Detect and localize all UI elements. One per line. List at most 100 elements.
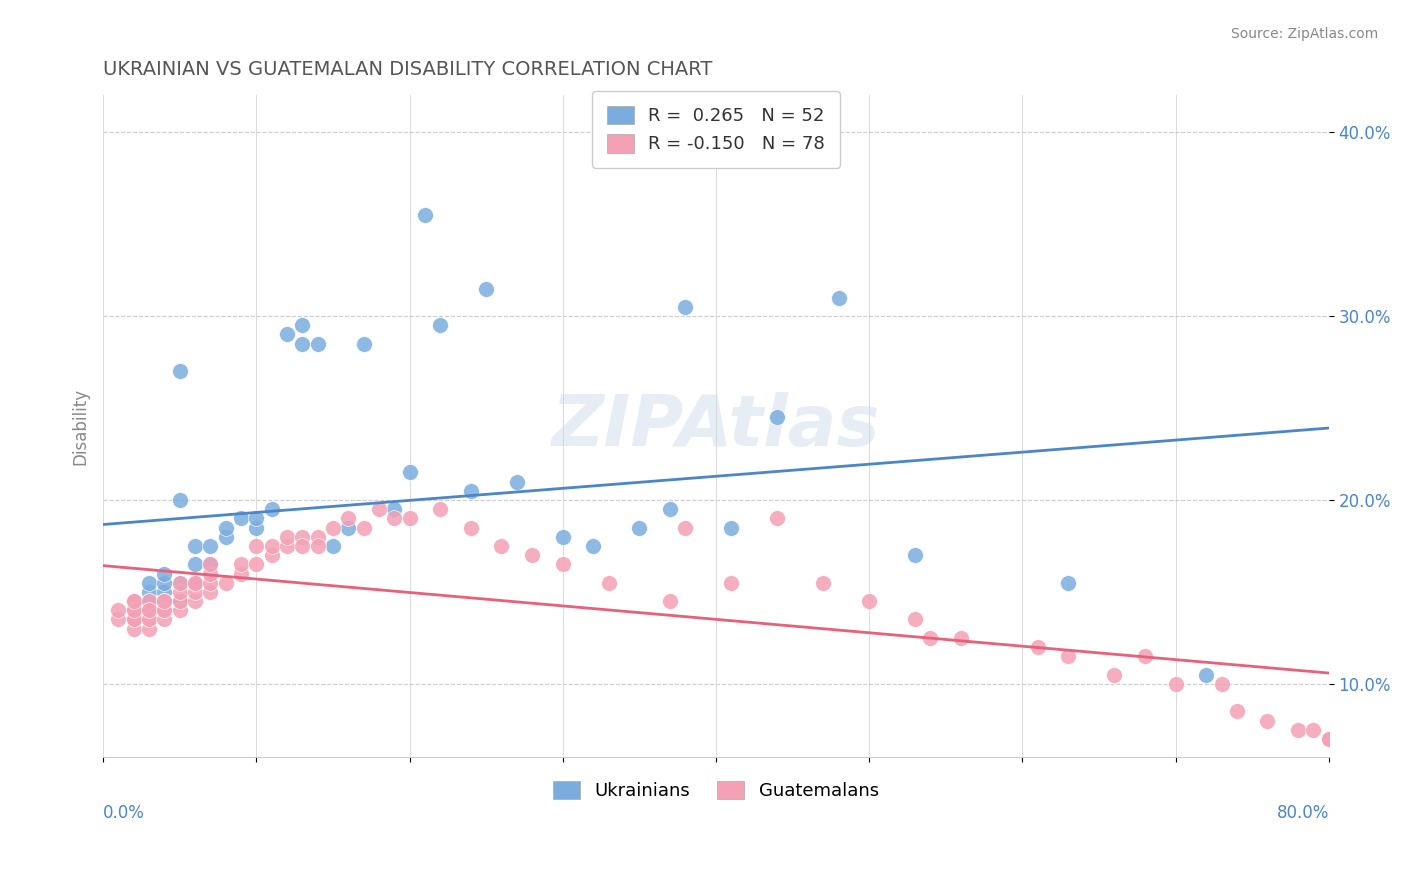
Point: [475, 281, 498, 295]
Point: [200, 585, 222, 599]
Y-axis label: Disability: Disability: [72, 388, 89, 465]
Point: [659, 594, 682, 608]
Point: [673, 520, 696, 534]
Point: [1104, 667, 1126, 681]
Point: [353, 336, 375, 351]
Point: [353, 520, 375, 534]
Point: [398, 511, 420, 525]
Point: [598, 575, 620, 590]
Point: [169, 594, 191, 608]
Point: [229, 558, 252, 572]
Point: [229, 566, 252, 581]
Point: [1317, 731, 1340, 746]
Point: [245, 511, 267, 525]
Point: [138, 612, 160, 626]
Point: [460, 483, 482, 498]
Point: [337, 511, 360, 525]
Text: Source: ZipAtlas.com: Source: ZipAtlas.com: [1230, 27, 1378, 41]
Point: [229, 511, 252, 525]
Point: [122, 594, 145, 608]
Point: [766, 511, 789, 525]
Point: [260, 502, 283, 516]
Text: UKRAINIAN VS GUATEMALAN DISABILITY CORRELATION CHART: UKRAINIAN VS GUATEMALAN DISABILITY CORRE…: [103, 60, 713, 78]
Point: [153, 612, 176, 626]
Point: [153, 603, 176, 617]
Point: [200, 558, 222, 572]
Point: [184, 575, 207, 590]
Point: [520, 548, 543, 562]
Point: [153, 594, 176, 608]
Point: [1026, 640, 1049, 654]
Point: [307, 530, 329, 544]
Legend: Ukrainians, Guatemalans: Ukrainians, Guatemalans: [538, 766, 893, 814]
Point: [429, 318, 451, 333]
Point: [153, 594, 176, 608]
Point: [184, 558, 207, 572]
Point: [107, 612, 129, 626]
Point: [215, 530, 238, 544]
Point: [153, 594, 176, 608]
Point: [291, 336, 314, 351]
Point: [138, 603, 160, 617]
Point: [460, 520, 482, 534]
Point: [766, 410, 789, 425]
Point: [858, 594, 880, 608]
Point: [322, 520, 344, 534]
Point: [184, 594, 207, 608]
Point: [169, 585, 191, 599]
Point: [107, 603, 129, 617]
Point: [322, 539, 344, 553]
Point: [138, 603, 160, 617]
Point: [122, 594, 145, 608]
Point: [291, 318, 314, 333]
Point: [200, 539, 222, 553]
Point: [1195, 667, 1218, 681]
Point: [307, 336, 329, 351]
Point: [276, 539, 298, 553]
Point: [1211, 677, 1233, 691]
Point: [1317, 731, 1340, 746]
Point: [138, 603, 160, 617]
Point: [811, 575, 834, 590]
Point: [138, 594, 160, 608]
Point: [367, 502, 389, 516]
Point: [720, 575, 742, 590]
Point: [413, 208, 436, 222]
Point: [122, 612, 145, 626]
Point: [153, 575, 176, 590]
Point: [138, 612, 160, 626]
Point: [138, 585, 160, 599]
Point: [169, 603, 191, 617]
Point: [904, 548, 927, 562]
Point: [169, 364, 191, 378]
Point: [628, 520, 651, 534]
Point: [276, 530, 298, 544]
Point: [245, 558, 267, 572]
Point: [398, 466, 420, 480]
Point: [200, 558, 222, 572]
Point: [169, 575, 191, 590]
Point: [904, 612, 927, 626]
Point: [184, 575, 207, 590]
Point: [153, 566, 176, 581]
Point: [184, 585, 207, 599]
Point: [950, 631, 973, 645]
Point: [260, 548, 283, 562]
Point: [382, 502, 405, 516]
Point: [276, 327, 298, 342]
Point: [153, 603, 176, 617]
Point: [1133, 649, 1156, 664]
Point: [122, 603, 145, 617]
Point: [582, 539, 605, 553]
Point: [184, 539, 207, 553]
Point: [169, 575, 191, 590]
Point: [1057, 649, 1080, 664]
Point: [307, 539, 329, 553]
Point: [659, 502, 682, 516]
Point: [245, 520, 267, 534]
Point: [491, 539, 513, 553]
Point: [827, 291, 849, 305]
Point: [1164, 677, 1187, 691]
Point: [138, 622, 160, 636]
Point: [1226, 705, 1249, 719]
